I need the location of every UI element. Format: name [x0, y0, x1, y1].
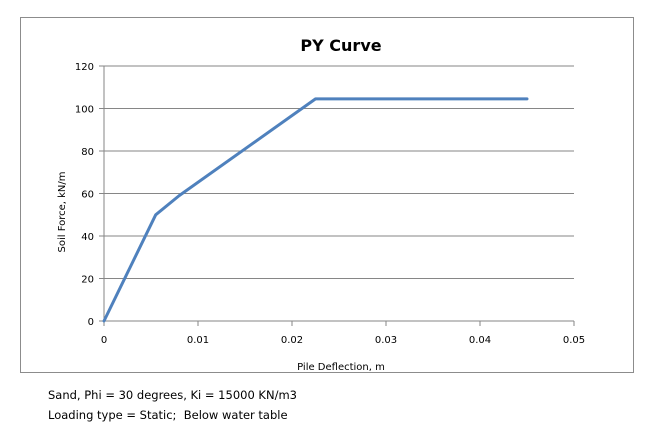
x-tick-labels: 0 0.01 0.02 0.03 0.04 0.05	[101, 335, 585, 346]
y-axis-label: Soil Force, kN/m	[57, 172, 68, 253]
notes-line-2: Loading type = Static; Below water table	[48, 408, 288, 422]
chart-area: PY Curve 0 20 40 60 80 100 120 0 0.01 0.02 0.03 0.…	[20, 17, 634, 373]
y-tick-label: 40	[81, 232, 94, 243]
x-tick-label: 0.02	[281, 335, 303, 346]
series-line	[102, 97, 529, 323]
x-tick-label: 0.01	[187, 335, 209, 346]
y-tick-label: 80	[81, 147, 94, 158]
x-tick-label: 0.04	[469, 335, 491, 346]
series	[102, 97, 529, 323]
x-tick-label: 0.05	[563, 335, 585, 346]
y-tick-label: 0	[88, 317, 94, 328]
y-tick-label: 60	[81, 190, 94, 201]
x-tick-label: 0.03	[375, 335, 397, 346]
notes-line-1: Sand, Phi = 30 degrees, Ki = 15000 KN/m3	[48, 388, 297, 402]
y-tick-label: 100	[75, 105, 94, 116]
y-tick-labels: 0 20 40 60 80 100 120	[75, 62, 94, 328]
x-tick-label: 0	[101, 335, 107, 346]
x-axis-label: Pile Deflection, m	[297, 362, 385, 373]
y-tick-label: 120	[75, 62, 94, 73]
py-curve-chart: PY Curve 0 20 40 60 80 100 120 0 0.01 0.02 0.03 0.…	[57, 36, 585, 373]
chart-notes: Sand, Phi = 30 degrees, Ki = 15000 KN/m3…	[48, 385, 297, 425]
axes	[99, 65, 575, 326]
y-tick-label: 20	[81, 275, 94, 286]
chart-title: PY Curve	[300, 36, 381, 55]
